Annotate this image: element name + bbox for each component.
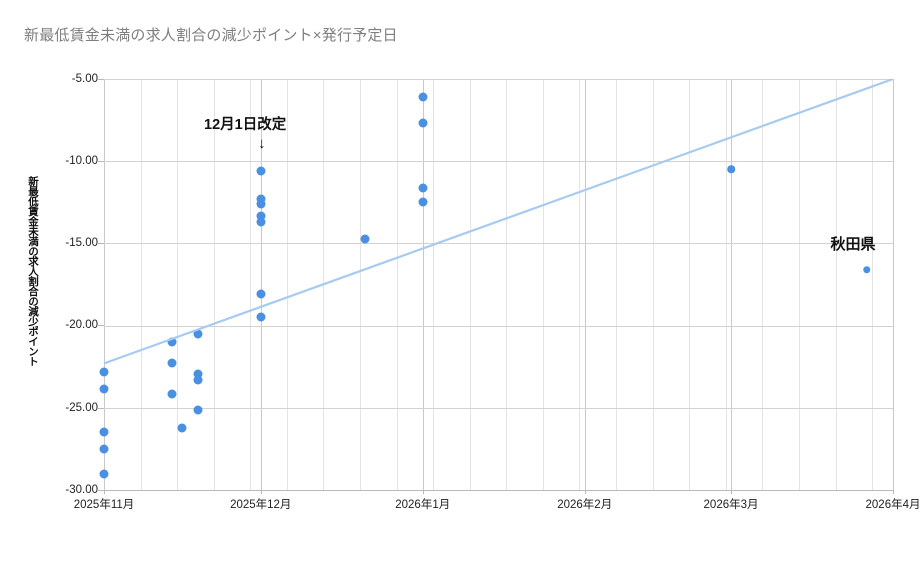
data-point[interactable] [99, 427, 109, 437]
gridline-minor [872, 79, 873, 490]
gridline-minor [689, 79, 690, 490]
gridline-minor [616, 79, 617, 490]
gridline-major [893, 79, 894, 490]
gridline-horizontal [104, 326, 893, 327]
plot-area [99, 79, 894, 491]
annotation-kaitei-label: 12月1日改定 [204, 117, 287, 133]
gridline-horizontal [104, 243, 893, 244]
x-tick-label: 2026年3月 [703, 499, 759, 511]
y-tick-mark [98, 408, 104, 409]
gridline-major [423, 79, 424, 490]
gridline-minor [397, 79, 398, 490]
data-point[interactable] [256, 312, 266, 322]
y-axis-tick-labels: -5.00 -10.00 -15.00 -20.00 -25.00 -30.00 [42, 0, 98, 572]
gridline-horizontal [104, 161, 893, 162]
gridline-minor [470, 79, 471, 490]
gridline-minor [799, 79, 800, 490]
y-tick-label: -25.00 [65, 402, 98, 414]
gridline-major [585, 79, 586, 490]
data-point[interactable] [256, 289, 266, 299]
y-tick-label: -30.00 [65, 484, 98, 496]
annotation-down-arrow-icon: ↓ [258, 135, 266, 152]
gridline-minor [214, 79, 215, 490]
y-tick-mark [98, 243, 104, 244]
x-tick-label: 2026年2月 [557, 499, 613, 511]
gridline-minor [141, 79, 142, 490]
data-point[interactable] [99, 444, 109, 454]
data-point[interactable] [177, 423, 187, 433]
annotation-akita-label: 秋田県 [830, 236, 876, 253]
gridline-major [731, 79, 732, 490]
gridline-minor [762, 79, 763, 490]
x-tick-mark [423, 490, 424, 494]
data-point[interactable] [99, 367, 109, 377]
data-point[interactable] [418, 92, 428, 102]
y-tick-label: -5.00 [71, 73, 98, 85]
x-tick-label: 2025年11月 [73, 499, 135, 511]
gridline-minor [726, 79, 727, 490]
data-point[interactable] [256, 199, 266, 209]
gridline-minor [506, 79, 507, 490]
y-tick-label: -20.00 [65, 319, 98, 331]
data-point[interactable] [193, 375, 203, 385]
y-tick-label: -10.00 [65, 155, 98, 167]
data-point[interactable] [167, 358, 177, 368]
x-tick-label: 2025年12月 [230, 499, 292, 511]
y-tick-mark [98, 161, 104, 162]
x-tick-mark [893, 490, 894, 494]
gridline-minor [543, 79, 544, 490]
data-point[interactable] [418, 118, 428, 128]
data-point[interactable] [193, 329, 203, 339]
gridline-minor [287, 79, 288, 490]
gridline-minor [579, 79, 580, 490]
data-point[interactable] [418, 183, 428, 192]
data-point[interactable] [360, 234, 370, 244]
data-point[interactable] [193, 405, 203, 415]
x-tick-mark [104, 490, 105, 494]
gridline-minor [836, 79, 837, 490]
gridline-horizontal [104, 408, 893, 409]
x-tick-mark [261, 490, 262, 494]
gridline-minor [323, 79, 324, 490]
y-tick-label: -15.00 [65, 237, 98, 249]
gridline-minor [250, 79, 251, 490]
x-tick-label: 2026年1月 [395, 499, 451, 511]
data-point[interactable] [99, 469, 109, 479]
data-point[interactable] [167, 337, 177, 347]
y-axis-title: 新最低賃金未満の求人割合の減少ポイント [27, 176, 39, 366]
y-tick-mark [98, 325, 104, 326]
y-tick-mark [98, 490, 104, 491]
x-tick-mark [731, 490, 732, 494]
data-point[interactable] [193, 369, 203, 379]
chart-title: 新最低賃金未満の求人割合の減少ポイント×発行予定日 [24, 27, 398, 44]
data-point[interactable] [167, 389, 177, 399]
data-point[interactable] [99, 384, 109, 394]
y-tick-mark [98, 79, 104, 80]
data-point[interactable] [418, 197, 428, 207]
data-point[interactable] [256, 166, 266, 176]
x-tick-mark [585, 490, 586, 494]
gridline-horizontal [104, 79, 893, 80]
gridline-minor [433, 79, 434, 490]
x-axis-line [104, 490, 894, 491]
x-tick-label: 2026年4月 [865, 499, 921, 511]
gridline-minor [653, 79, 654, 490]
data-point[interactable] [256, 217, 266, 227]
data-point[interactable] [727, 165, 735, 174]
data-point[interactable] [863, 265, 871, 274]
gridline-minor [360, 79, 361, 490]
